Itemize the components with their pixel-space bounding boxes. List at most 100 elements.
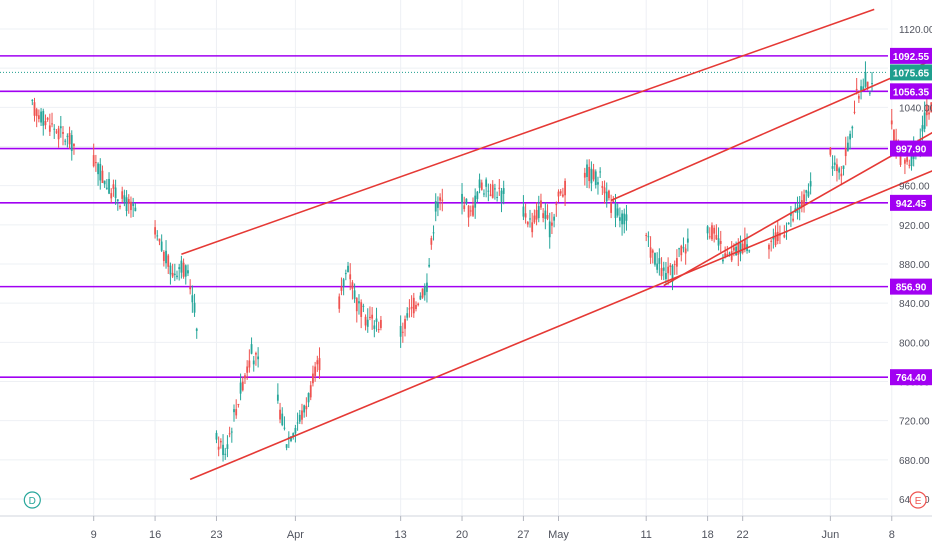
- candle-body: [847, 142, 849, 151]
- y-tick-label: 720.00: [899, 417, 930, 428]
- x-tick-label: 16: [149, 529, 161, 541]
- candle-body: [180, 260, 183, 273]
- candle-body: [724, 253, 727, 257]
- candle-body: [673, 264, 676, 266]
- candle-body: [904, 159, 906, 164]
- level-label-box: [890, 140, 932, 157]
- candle-body: [48, 125, 51, 132]
- candle-body: [292, 433, 295, 437]
- candle-body: [551, 222, 553, 226]
- time-axis[interactable]: 91623Apr132027May111822Jun81522: [91, 516, 932, 541]
- candle-body: [338, 296, 341, 309]
- horizontal-levels-layer: [0, 55, 888, 378]
- candle-body: [737, 243, 740, 255]
- candle-body: [851, 126, 854, 129]
- candle-body: [743, 238, 746, 249]
- candle-body: [623, 213, 626, 225]
- y-tick-label: 880.00: [899, 260, 930, 271]
- candle-body: [355, 298, 358, 312]
- candle-body: [410, 306, 413, 309]
- candle-body: [833, 162, 836, 165]
- x-tick-label: 8: [889, 529, 895, 541]
- candle-body: [64, 140, 67, 142]
- candle-body: [836, 164, 838, 172]
- candle-body: [487, 190, 490, 192]
- candle-body: [618, 217, 621, 221]
- x-tick-label: 9: [91, 529, 97, 541]
- candle-body: [542, 213, 545, 219]
- candle-body: [239, 382, 242, 394]
- candle-body: [318, 358, 321, 371]
- candle-body: [301, 410, 303, 420]
- event-marker-d[interactable]: [23, 491, 41, 509]
- candle-body: [647, 236, 650, 238]
- candle-body: [809, 181, 812, 187]
- candle-body: [191, 295, 194, 303]
- event-marker-label: E: [915, 496, 922, 507]
- candle-body: [790, 213, 792, 216]
- candle-body: [603, 187, 606, 194]
- candle-body: [461, 193, 463, 204]
- candle-body: [665, 273, 667, 280]
- candle-body: [59, 126, 62, 129]
- candle-body: [287, 436, 290, 438]
- candle-body: [70, 135, 73, 151]
- candle-body: [103, 180, 106, 185]
- candle-body: [173, 273, 176, 275]
- candle-body: [340, 287, 343, 291]
- candle-body: [178, 267, 181, 270]
- trendlines-layer: [181, 8, 932, 481]
- candle-body: [770, 240, 773, 242]
- candle-body: [555, 204, 558, 206]
- candle-body: [838, 168, 841, 173]
- candle-body: [502, 188, 505, 194]
- candle-body: [342, 279, 345, 287]
- y-tick-label: 1120.00: [899, 25, 932, 36]
- candle-body: [94, 162, 97, 164]
- candle-body: [588, 166, 591, 182]
- level-label: 997.90: [896, 145, 927, 156]
- candle-body: [586, 164, 588, 178]
- candle-body: [167, 255, 170, 267]
- candle-body: [187, 270, 189, 274]
- candle-body: [768, 244, 770, 250]
- candle-body: [426, 282, 428, 292]
- candle-body: [358, 301, 360, 304]
- candle-body: [373, 325, 376, 329]
- candle-body: [860, 86, 862, 93]
- grid-layer: [0, 0, 893, 516]
- candle-body: [561, 194, 564, 197]
- candle-body: [279, 409, 281, 420]
- candle-body: [55, 131, 58, 133]
- candle-body: [899, 152, 902, 165]
- candle-body: [711, 225, 713, 240]
- candle-body: [930, 102, 932, 113]
- candle-body: [925, 105, 928, 116]
- candle-body: [908, 164, 911, 166]
- candle-body: [489, 194, 492, 196]
- candle-body: [686, 238, 689, 243]
- candle-body: [296, 422, 299, 424]
- event-marker-e[interactable]: [909, 491, 927, 509]
- y-tick-label: 920.00: [899, 221, 930, 232]
- candle-body: [783, 234, 786, 238]
- candle-body: [250, 344, 253, 354]
- trendline: [610, 59, 932, 202]
- candle-body: [658, 258, 661, 264]
- candle-body: [219, 440, 222, 443]
- candle-body: [906, 157, 909, 162]
- candle-body: [649, 247, 652, 258]
- candle-body: [829, 147, 832, 155]
- candle-body: [404, 319, 406, 329]
- level-label: 764.40: [896, 373, 927, 384]
- candle-body: [125, 197, 128, 211]
- candle-body: [134, 207, 137, 212]
- candle-body: [285, 444, 288, 448]
- candle-body: [730, 251, 733, 261]
- level-label-box: [890, 369, 932, 386]
- candle-body: [656, 263, 659, 270]
- candle-body: [169, 265, 172, 275]
